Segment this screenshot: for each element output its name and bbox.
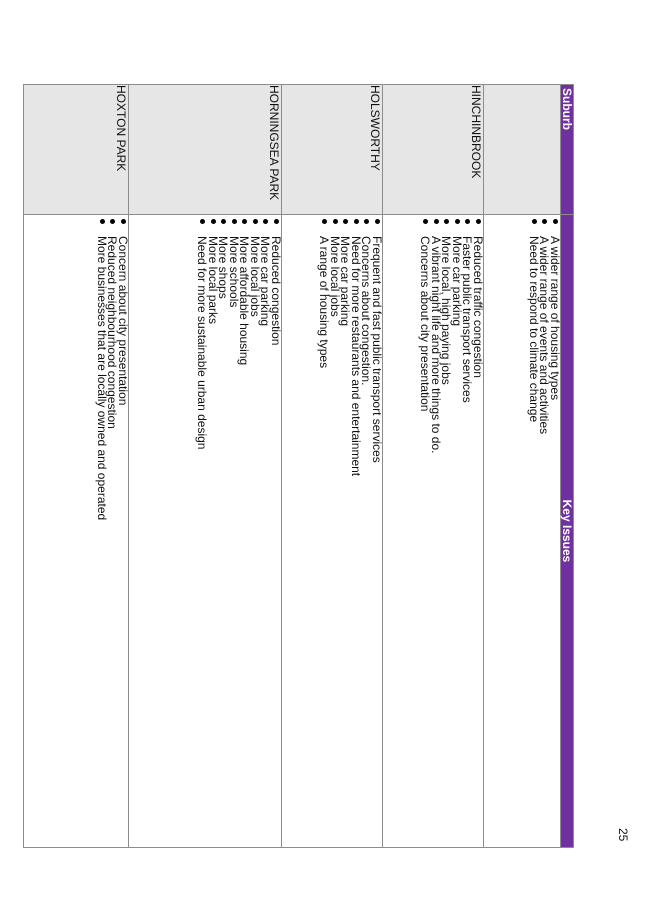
bullet-icon (110, 219, 116, 224)
bullet-icon (232, 219, 237, 224)
bullet-icon (221, 219, 227, 224)
suburb-cell: HOLSWORTHY (281, 84, 383, 215)
bullet-icon (423, 219, 429, 224)
bullet-icon (354, 219, 359, 224)
bullet-icon (333, 219, 338, 224)
page-number: 25 (616, 828, 630, 842)
issue-list-item: Need to respond to climate change (527, 215, 541, 847)
bullet-icon (100, 219, 105, 224)
bullet-icon (343, 219, 349, 224)
issue-text: A range of housing types (317, 236, 332, 369)
issue-list-item: More businesses that are locally owned a… (95, 215, 109, 847)
key-issues-column-header: Key Issues (560, 214, 574, 848)
suburb-cell: HINCHINBROOK (382, 84, 484, 215)
table-row: HORNINGSEA PARK Reduced congestion More ca… (128, 84, 283, 848)
bullet-icon (253, 219, 258, 224)
bullet-icon (542, 219, 548, 224)
bullet-icon (455, 219, 460, 224)
issue-list: Concern about city presentation Reduced n… (95, 215, 130, 847)
bullet-icon (121, 219, 126, 224)
issue-list-item: Concerns about city presentation (418, 215, 433, 847)
suburb-cell: HOXTON PARK (23, 84, 129, 215)
bullet-icon (200, 219, 206, 224)
table-header-row: Suburb Key Issues (560, 84, 574, 848)
issue-list: Frequent and fast public transport servi… (317, 215, 384, 847)
bullet-icon (465, 219, 471, 224)
suburb-issues-table: Suburb Key Issues A wider range of housi… (23, 84, 574, 848)
issue-list-item: More schools (227, 215, 241, 847)
suburb-cell: HORNINGSEA PARK (128, 84, 282, 215)
bullet-icon (364, 219, 370, 224)
issue-text: Need for more sustainable urban design (195, 236, 210, 450)
suburb-column-header: Suburb (560, 84, 574, 215)
issue-list-item: More affordable housing (238, 215, 252, 847)
bullet-icon (476, 219, 481, 224)
issue-list-item: A range of housing types (317, 215, 332, 847)
bullet-icon (553, 219, 558, 224)
table-row: HINCHINBROOK Reduced traffic congestion Fa… (382, 84, 485, 848)
bullet-icon (274, 219, 279, 224)
issue-list: A wider range of housing types A wider ra… (527, 215, 562, 847)
key-issues-cell: Reduced traffic congestion Faster public … (382, 214, 485, 848)
bullet-icon (444, 219, 450, 224)
key-issues-cell: Concern about city presentation Reduced n… (23, 214, 130, 848)
bullet-icon (375, 219, 380, 224)
issue-list-item: Need for more sustainable urban design (195, 215, 210, 847)
table-body: A wider range of housing types A wider ra… (23, 84, 562, 848)
table-row: HOLSWORTHY Frequent and fast public trans… (281, 84, 384, 848)
table-row: HOXTON PARK Concern about city presentati… (23, 84, 130, 848)
key-issues-cell: Frequent and fast public transport servi… (281, 214, 384, 848)
key-issues-cell: Reduced congestion More car parking More l… (128, 214, 283, 848)
issue-list: Reduced traffic congestion Faster public … (418, 215, 485, 847)
key-issues-cell: A wider range of housing types A wider ra… (483, 214, 562, 848)
table-row: A wider range of housing types A wider ra… (483, 84, 562, 848)
bullet-icon (322, 219, 328, 224)
bullet-icon (242, 219, 248, 224)
issue-text: Need to respond to climate change (527, 236, 541, 423)
suburb-cell (483, 84, 561, 215)
issue-list: Reduced congestion More car parking More l… (195, 215, 283, 847)
bullet-icon (532, 219, 537, 224)
issue-text: More businesses that are locally owned a… (95, 236, 109, 521)
bullet-icon (263, 219, 269, 224)
bullet-icon (434, 219, 439, 224)
bullet-icon (211, 219, 216, 224)
issue-text: Concerns about city presentation (418, 236, 433, 412)
